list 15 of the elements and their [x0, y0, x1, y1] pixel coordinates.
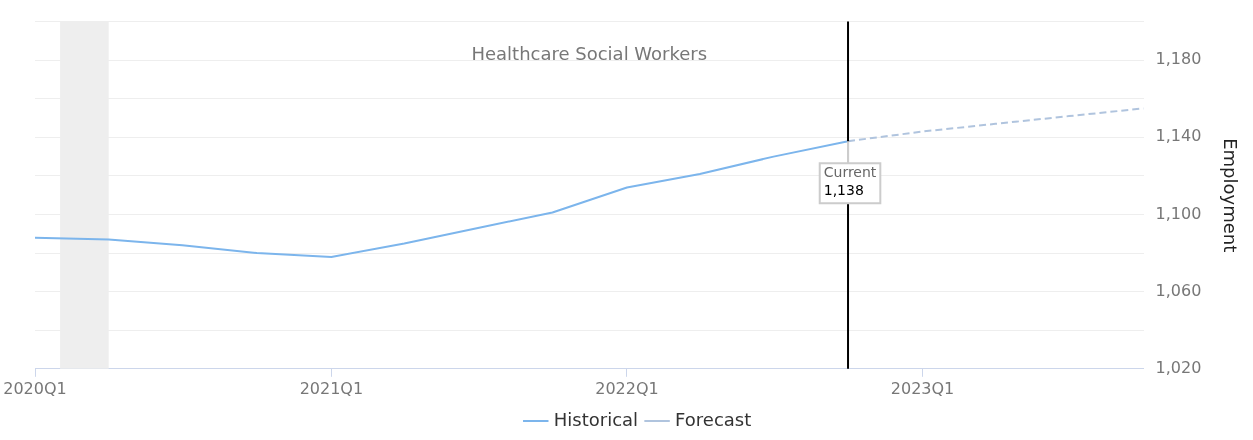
legend-label: Historical	[553, 408, 639, 430]
legend-label: Forecast	[675, 408, 752, 430]
text: Healthcare Social Workers	[471, 43, 708, 65]
y-tick-label: 1,100	[1155, 203, 1202, 223]
x-tick-label: 2020Q1	[3, 378, 67, 398]
x-tick-label: 2021Q1	[299, 378, 364, 398]
y-tick-label: 1,140	[1155, 126, 1202, 146]
y-tick-label: 1,180	[1155, 49, 1202, 69]
y-axis-title: Employment	[1219, 138, 1241, 253]
y-tick-label: 1,020	[1155, 357, 1202, 377]
data-label: 1,138	[823, 181, 864, 198]
y-tick-label: 1,060	[1155, 280, 1202, 300]
x-tick-label: 2022Q1	[595, 378, 659, 398]
x-tick-label: 2023Q1	[890, 378, 955, 398]
annotation: Current	[823, 163, 877, 180]
